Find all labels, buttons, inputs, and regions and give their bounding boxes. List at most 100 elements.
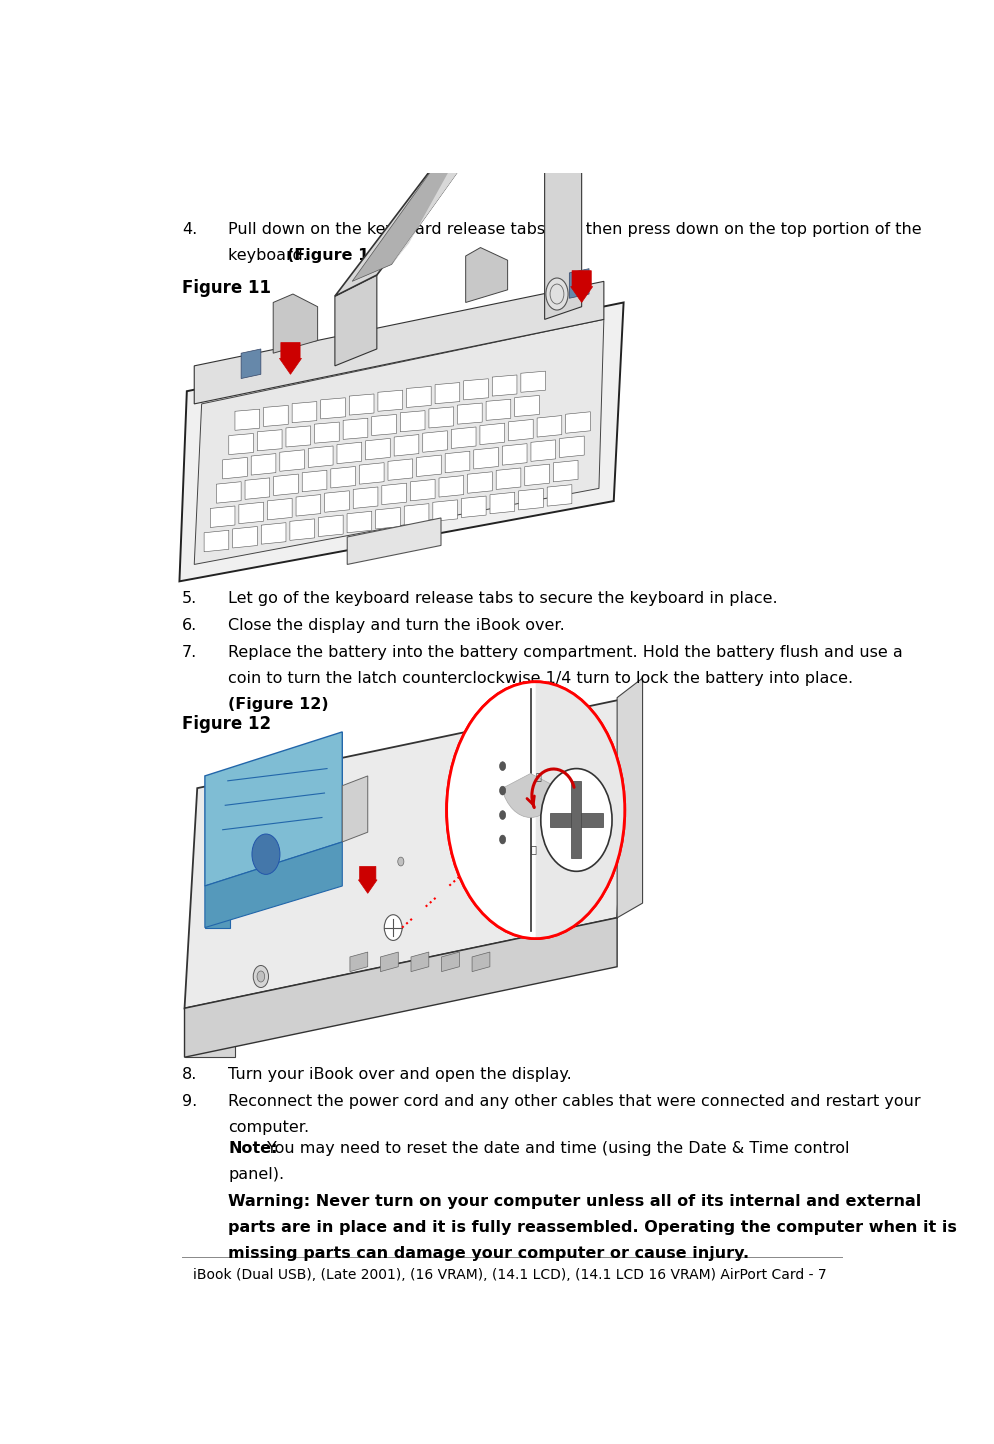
Polygon shape [330, 466, 355, 488]
Polygon shape [514, 396, 539, 416]
Text: Turn your iBook over and open the display.: Turn your iBook over and open the displa… [229, 1067, 572, 1082]
Text: (Figure 12): (Figure 12) [229, 697, 329, 712]
Text: computer.: computer. [229, 1121, 309, 1135]
Polygon shape [289, 518, 314, 540]
Text: Replace the battery into the battery compartment. Hold the battery flush and use: Replace the battery into the battery com… [229, 644, 903, 660]
Polygon shape [372, 414, 396, 436]
Polygon shape [349, 394, 374, 414]
Polygon shape [467, 472, 492, 494]
Circle shape [499, 762, 505, 771]
Polygon shape [382, 484, 407, 504]
Polygon shape [239, 503, 263, 524]
Text: 4.: 4. [182, 222, 197, 237]
Polygon shape [205, 732, 342, 887]
Polygon shape [350, 952, 368, 972]
Circle shape [446, 682, 624, 939]
Text: panel).: panel). [229, 1167, 284, 1181]
Polygon shape [217, 482, 241, 503]
Polygon shape [241, 349, 260, 378]
Polygon shape [547, 485, 572, 507]
Polygon shape [451, 427, 475, 449]
Polygon shape [263, 406, 288, 426]
Polygon shape [520, 371, 545, 393]
Polygon shape [502, 443, 527, 465]
Polygon shape [347, 511, 372, 533]
Text: Figure 12: Figure 12 [182, 715, 271, 732]
Polygon shape [184, 918, 616, 1057]
Circle shape [256, 970, 264, 982]
Polygon shape [471, 952, 489, 972]
Text: 5.: 5. [182, 592, 197, 606]
Polygon shape [407, 387, 430, 407]
Text: Warning: Never turn on your computer unless all of its internal and external: Warning: Never turn on your computer unl… [229, 1194, 920, 1209]
Polygon shape [320, 397, 345, 419]
Text: Note:: Note: [229, 1141, 277, 1155]
Polygon shape [524, 464, 549, 485]
Polygon shape [416, 455, 440, 477]
Circle shape [579, 887, 593, 910]
Polygon shape [273, 295, 317, 354]
Circle shape [384, 914, 402, 940]
Polygon shape [184, 697, 629, 1008]
Polygon shape [537, 416, 562, 438]
Polygon shape [194, 319, 603, 565]
Circle shape [251, 835, 279, 875]
Text: (Figure 11): (Figure 11) [287, 248, 388, 263]
Polygon shape [463, 378, 488, 400]
Polygon shape [434, 383, 459, 404]
Text: Reconnect the power cord and any other cables that were connected and restart yo: Reconnect the power cord and any other c… [229, 1095, 920, 1109]
Polygon shape [378, 390, 403, 412]
Polygon shape [285, 426, 310, 448]
Text: 9.: 9. [182, 1095, 197, 1109]
Polygon shape [473, 448, 498, 469]
Circle shape [499, 835, 505, 843]
Polygon shape [233, 527, 257, 547]
Polygon shape [257, 430, 281, 451]
Circle shape [499, 786, 505, 796]
Polygon shape [394, 435, 418, 456]
Polygon shape [245, 478, 269, 500]
Text: iBook (Dual USB), (Late 2001), (16 VRAM), (14.1 LCD), (14.1 LCD 16 VRAM) AirPort: iBook (Dual USB), (Late 2001), (16 VRAM)… [193, 1268, 826, 1282]
Polygon shape [318, 516, 343, 537]
Polygon shape [432, 500, 457, 521]
Polygon shape [492, 375, 517, 396]
Circle shape [499, 810, 505, 819]
Polygon shape [194, 282, 603, 404]
Polygon shape [400, 410, 424, 432]
Polygon shape [508, 419, 533, 440]
Polygon shape [422, 430, 447, 452]
Polygon shape [308, 446, 333, 468]
Polygon shape [489, 492, 514, 514]
Polygon shape [518, 488, 543, 510]
Polygon shape [292, 401, 316, 423]
Polygon shape [559, 436, 583, 458]
Circle shape [582, 734, 589, 745]
Polygon shape [205, 842, 342, 927]
Polygon shape [569, 269, 588, 299]
Polygon shape [210, 505, 235, 527]
Text: 6.: 6. [182, 618, 197, 632]
Polygon shape [404, 504, 428, 526]
Wedge shape [446, 682, 535, 939]
Polygon shape [479, 423, 504, 445]
Polygon shape [465, 247, 507, 302]
Polygon shape [358, 866, 377, 894]
Polygon shape [314, 422, 339, 443]
Polygon shape [205, 887, 230, 927]
Circle shape [540, 768, 611, 871]
Polygon shape [496, 468, 520, 490]
Text: keyboard.: keyboard. [229, 248, 313, 263]
Text: coin to turn the latch counterclockwise 1/4 turn to lock the battery into place.: coin to turn the latch counterclockwise … [229, 671, 853, 686]
Polygon shape [279, 449, 304, 471]
Polygon shape [438, 475, 463, 497]
Polygon shape [570, 270, 592, 302]
Polygon shape [461, 497, 486, 517]
Polygon shape [324, 491, 349, 513]
Polygon shape [444, 452, 469, 472]
Polygon shape [229, 433, 253, 455]
Circle shape [546, 279, 568, 310]
Text: parts are in place and it is fully reassembled. Operating the computer when it i: parts are in place and it is fully reass… [229, 1220, 956, 1235]
Circle shape [398, 858, 404, 866]
Wedge shape [535, 682, 624, 939]
FancyBboxPatch shape [571, 781, 580, 859]
